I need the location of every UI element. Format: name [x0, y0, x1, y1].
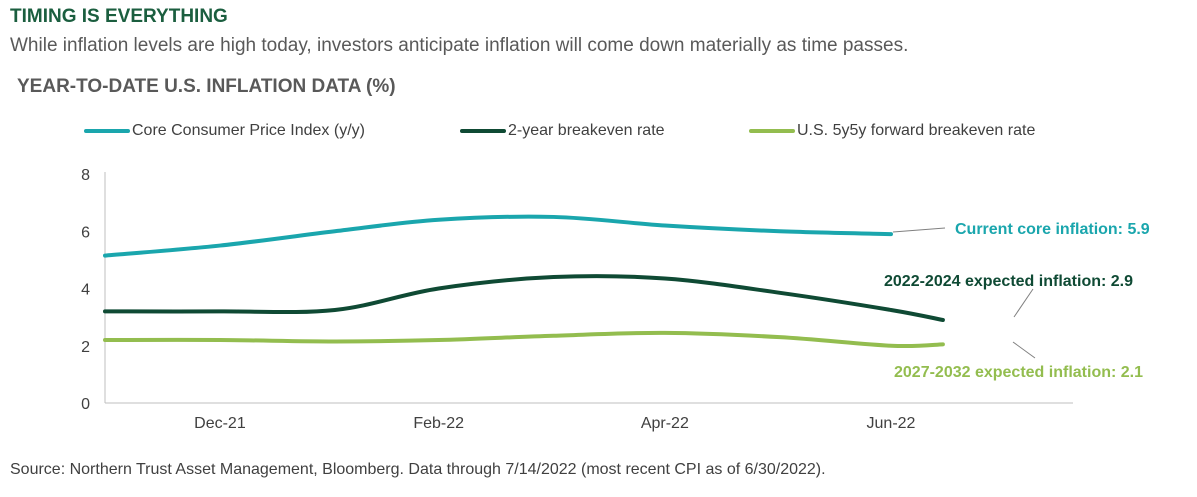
y-tick-label: 4	[81, 282, 90, 299]
annotation-leader-line	[1014, 289, 1033, 317]
annotation-leader-line	[893, 228, 945, 232]
annotation-label: 2027-2032 expected inflation: 2.1	[894, 364, 1143, 381]
y-tick-label: 2	[81, 339, 90, 356]
annotation-leader-line	[1013, 342, 1035, 358]
line-chart: 0 2 4 6 8 Dec-21 Feb-22 Apr-22 Jun-22 Current cor…	[0, 0, 1197, 497]
series-line-1	[105, 276, 943, 320]
x-tick-label: Jun-22	[867, 415, 916, 432]
x-tick-label: Dec-21	[194, 415, 246, 432]
y-tick-label: 0	[81, 396, 90, 413]
series-line-2	[105, 333, 943, 346]
x-tick-label: Feb-22	[413, 415, 464, 432]
annotation-label: 2022-2024 expected inflation: 2.9	[884, 273, 1133, 290]
series-line-0	[105, 217, 891, 256]
y-tick-label: 6	[81, 224, 90, 241]
y-tick-label: 8	[81, 167, 90, 184]
x-tick-label: Apr-22	[641, 415, 689, 432]
source-note: Source: Northern Trust Asset Management,…	[10, 461, 826, 479]
annotation-label: Current core inflation: 5.9	[955, 221, 1150, 238]
